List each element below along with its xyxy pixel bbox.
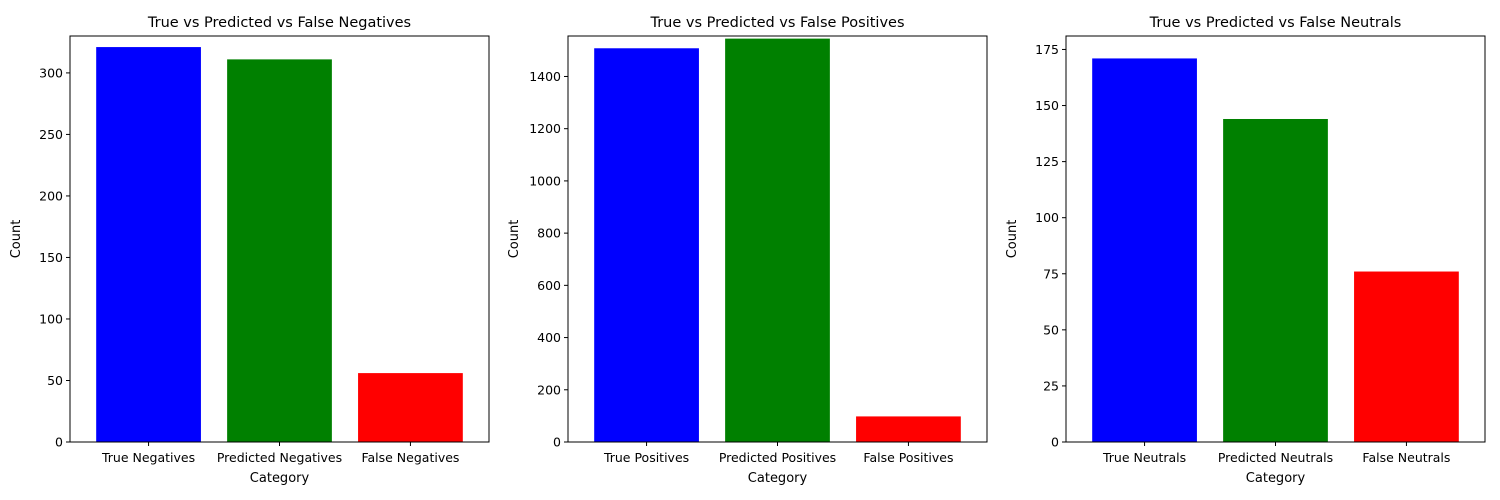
y-tick-label: 1200 xyxy=(529,121,561,136)
y-tick-label: 0 xyxy=(1051,435,1059,450)
y-tick-label: 50 xyxy=(1043,322,1059,337)
y-tick-label: 300 xyxy=(39,65,63,80)
y-tick-label: 200 xyxy=(39,188,63,203)
bar-3 xyxy=(1354,271,1459,442)
y-tick-label: 175 xyxy=(1035,42,1059,57)
x-tick-label: Predicted Negatives xyxy=(217,450,342,465)
x-tick-label: False Neutrals xyxy=(1362,450,1450,465)
x-axis-label: Category xyxy=(250,471,310,486)
x-tick-label: True Neutrals xyxy=(1102,450,1186,465)
y-tick-label: 50 xyxy=(47,373,63,388)
y-tick-label: 100 xyxy=(1035,210,1059,225)
y-tick-label: 600 xyxy=(537,278,561,293)
y-tick-label: 150 xyxy=(1035,98,1059,113)
x-tick-label: True Negatives xyxy=(101,450,195,465)
y-tick-label: 800 xyxy=(537,226,561,241)
x-tick-label: Predicted Neutrals xyxy=(1218,450,1333,465)
bar-3 xyxy=(358,373,463,442)
x-tick-label: False Negatives xyxy=(361,450,459,465)
bar-1 xyxy=(594,48,699,442)
y-tick-label: 100 xyxy=(39,311,63,326)
bar-3 xyxy=(856,416,961,442)
x-axis-label: Category xyxy=(748,471,808,486)
x-tick-label: Predicted Positives xyxy=(719,450,836,465)
bar-2 xyxy=(725,38,830,442)
chart-panel-1: 0 50 100 150 200 250 300 True Negatives Predicte… xyxy=(9,15,490,486)
chart-title: True vs Predicted vs False Neutrals xyxy=(1149,15,1402,31)
x-tick-label: False Positives xyxy=(863,450,953,465)
y-tick-label: 1000 xyxy=(529,173,561,188)
y-tick-label: 0 xyxy=(553,435,561,450)
bar-1 xyxy=(1092,58,1197,442)
chart-panel-2: 0 200 400 600 800 1000 1200 1400 True Positives P… xyxy=(507,15,988,486)
chart-panel-3: 0 25 50 75 100 125 150 175 True Neutrals Predicte… xyxy=(1005,15,1486,486)
x-tick-label: True Positives xyxy=(603,450,689,465)
y-tick-label: 0 xyxy=(55,435,63,450)
y-tick-label: 1400 xyxy=(529,69,561,84)
y-tick-label: 75 xyxy=(1043,266,1059,281)
y-axis-label: Count xyxy=(507,220,522,259)
y-tick-label: 400 xyxy=(537,330,561,345)
y-axis-label: Count xyxy=(1005,220,1020,259)
y-tick-label: 200 xyxy=(537,382,561,397)
bar-2 xyxy=(1223,118,1328,442)
bar-2 xyxy=(227,59,332,442)
chart-title: True vs Predicted vs False Negatives xyxy=(147,15,411,31)
y-tick-label: 125 xyxy=(1035,154,1059,169)
y-tick-label: 150 xyxy=(39,250,63,265)
x-axis-label: Category xyxy=(1246,471,1306,486)
chart-title: True vs Predicted vs False Positives xyxy=(649,15,904,31)
y-tick-label: 250 xyxy=(39,127,63,142)
y-tick-label: 25 xyxy=(1043,378,1059,393)
bar-1 xyxy=(96,47,201,443)
y-axis-label: Count xyxy=(9,220,24,259)
